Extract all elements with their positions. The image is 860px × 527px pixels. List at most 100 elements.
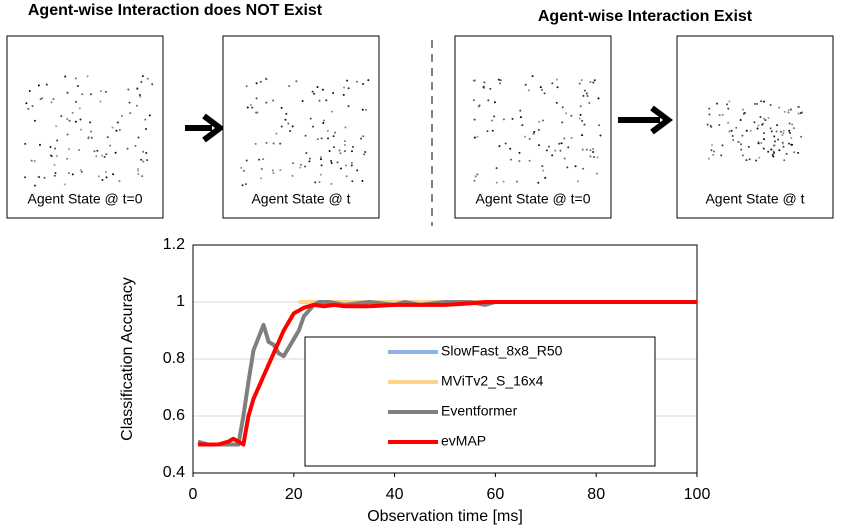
agent-dot (515, 180, 518, 183)
agent-dot (66, 157, 69, 160)
agent-dot (740, 148, 743, 151)
agent-dot (332, 135, 335, 138)
agent-dot (588, 101, 591, 104)
agent-dot (71, 111, 74, 114)
x-tick-label: 0 (189, 486, 198, 503)
agent-dot (334, 131, 337, 134)
agent-dot (797, 112, 800, 115)
agent-dot (596, 156, 599, 159)
agent-dot (533, 130, 536, 133)
agent-dot (756, 102, 759, 105)
agent-dot (791, 143, 794, 146)
agent-dot (800, 135, 803, 138)
x-tick-label: 20 (285, 486, 303, 503)
agent-dot (328, 149, 331, 152)
agent-dot (78, 107, 81, 110)
agent-dot (592, 81, 595, 84)
agent-dot (90, 130, 93, 133)
agent-dot (800, 111, 803, 114)
agent-dot (316, 138, 319, 141)
agent-dot (308, 160, 311, 163)
agent-dot (345, 175, 348, 178)
agent-dot (304, 165, 307, 168)
agent-dot (100, 154, 103, 157)
agent-dot (54, 147, 57, 150)
agent-dot (66, 118, 69, 121)
agent-dot (104, 90, 107, 93)
agent-dot (737, 140, 740, 143)
y-tick-label: 0.6 (163, 407, 185, 424)
agent-dot (114, 151, 117, 154)
agent-dot (320, 137, 323, 140)
agent-dot (748, 158, 751, 161)
agent-dot (327, 137, 330, 140)
agent-dot (707, 157, 710, 160)
agent-dot (793, 151, 796, 154)
agent-dot (56, 139, 59, 142)
agent-dot (545, 149, 548, 152)
agent-dot (761, 123, 764, 126)
agent-dot (585, 148, 588, 151)
agent-dot (509, 147, 512, 150)
agent-dot (330, 161, 333, 164)
agent-dot (260, 177, 263, 180)
agent-dot (146, 159, 149, 162)
agent-dot (539, 86, 542, 89)
agent-dot (63, 183, 66, 186)
agent-dot (753, 102, 756, 105)
agent-dot (66, 91, 69, 94)
agent-dot (563, 157, 566, 160)
agent-dot (502, 180, 505, 183)
agent-dot (80, 128, 83, 131)
agent-dot (255, 97, 258, 100)
agent-dot (708, 107, 711, 110)
agent-dot (127, 88, 130, 91)
y-tick-label: 1.2 (163, 236, 185, 253)
agent-dot (323, 119, 326, 122)
agent-dot (148, 114, 151, 117)
agent-dot (538, 144, 541, 147)
agent-dot (771, 153, 774, 156)
agent-dot (567, 146, 570, 149)
agent-dot (49, 154, 52, 157)
agent-dot (137, 136, 140, 139)
agent-dot (106, 136, 109, 139)
agent-dot (81, 93, 84, 96)
agent-dot (39, 98, 42, 101)
agent-dot (757, 124, 760, 127)
agent-dot (542, 169, 545, 172)
agent-dot (756, 127, 759, 130)
agent-dot (272, 99, 275, 102)
agent-dot (99, 100, 102, 103)
agent-dot (783, 110, 786, 113)
agent-dot (126, 147, 129, 150)
agent-dot (769, 127, 772, 130)
agent-dot (735, 126, 738, 129)
x-tick-label: 40 (386, 486, 404, 503)
agent-dot (288, 85, 291, 88)
agent-dot (242, 169, 245, 172)
agent-dot (295, 80, 298, 83)
agent-dot (304, 134, 307, 137)
panel (676, 35, 834, 219)
agent-dot (770, 148, 773, 151)
agent-dot (755, 159, 758, 162)
agent-dot (67, 172, 70, 175)
agent-dot (321, 88, 324, 91)
x-tick-label: 100 (684, 486, 711, 503)
agent-dot (265, 141, 268, 144)
agent-dot (782, 145, 785, 148)
left-title: Agent-wise Interaction does NOT Exist (28, 2, 323, 19)
agent-dot (773, 144, 776, 147)
agent-dot (595, 172, 598, 175)
legend-label: evMAP (441, 433, 486, 449)
agent-dot (579, 113, 582, 116)
agent-dot (798, 106, 801, 109)
agent-dot (491, 119, 494, 122)
agent-dot (60, 115, 63, 118)
agent-dot (770, 130, 773, 133)
agent-dot (68, 148, 71, 151)
agent-dot (762, 132, 765, 135)
agent-dot (97, 175, 100, 178)
agent-dot (346, 79, 349, 82)
